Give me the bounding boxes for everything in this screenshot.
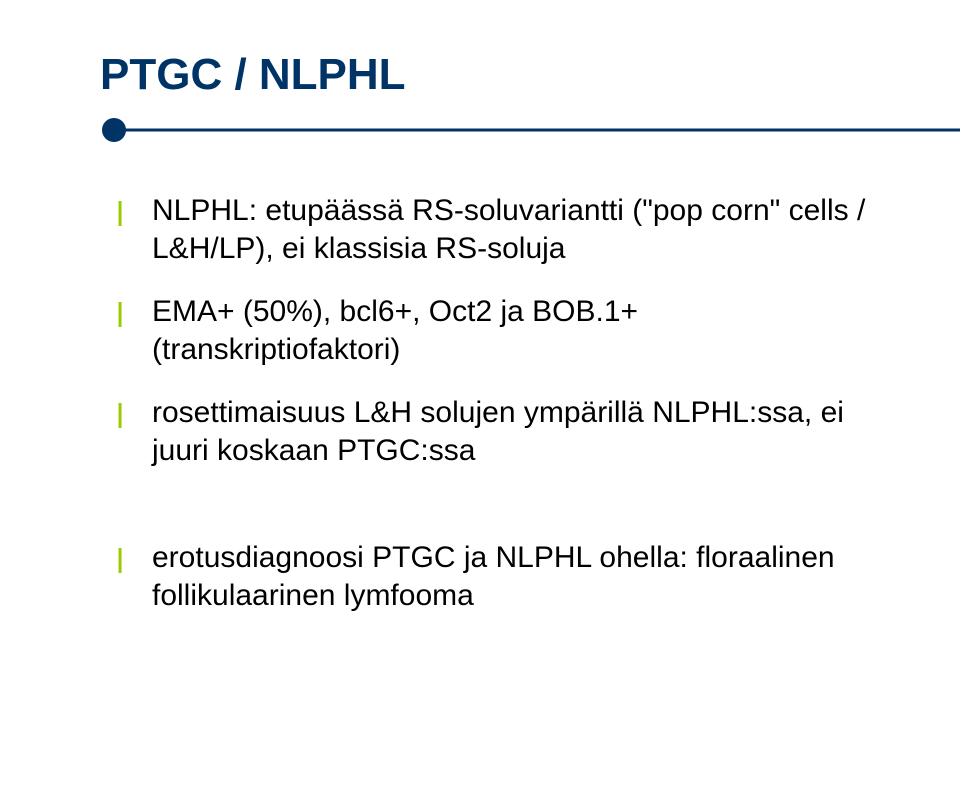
- bullet-text: erotusdiagnoosi PTGC ja NLPHL ohella: fl…: [152, 541, 835, 612]
- title-rule: [70, 118, 890, 142]
- bullet-list-1: l NLPHL: etupäässä RS-soluvariantti ("po…: [110, 192, 870, 469]
- bullet-icon: l: [110, 194, 130, 237]
- bullet-icon: l: [110, 396, 130, 439]
- list-item: l EMA+ (50%), bcl6+, Oct2 ja BOB.1+ (tra…: [110, 293, 870, 368]
- bullet-icon: l: [110, 295, 130, 338]
- bullet-text: NLPHL: etupäässä RS-soluvariantti ("pop …: [152, 194, 865, 265]
- rule-dot-icon: [102, 118, 126, 142]
- list-item: l rosettimaisuus L&H solujen ympärillä N…: [110, 394, 870, 469]
- slide-title: PTGC / NLPHL: [100, 50, 890, 100]
- list-item: l erotusdiagnoosi PTGC ja NLPHL ohella: …: [110, 539, 870, 614]
- list-item: l NLPHL: etupäässä RS-soluvariantti ("po…: [110, 192, 870, 267]
- slide: PTGC / NLPHL l NLPHL: etupäässä RS-soluv…: [0, 0, 960, 787]
- bullet-list-2: l erotusdiagnoosi PTGC ja NLPHL ohella: …: [110, 539, 870, 614]
- bullet-text: rosettimaisuus L&H solujen ympärillä NLP…: [152, 396, 844, 467]
- bullet-text: EMA+ (50%), bcl6+, Oct2 ja BOB.1+ (trans…: [152, 295, 638, 366]
- rule-line: [114, 129, 960, 132]
- bullet-icon: l: [110, 541, 130, 584]
